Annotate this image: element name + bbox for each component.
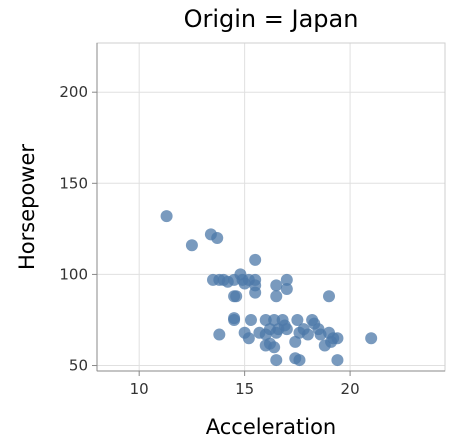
data-point bbox=[280, 273, 293, 286]
data-point bbox=[249, 253, 262, 266]
data-point bbox=[270, 279, 283, 292]
x-tick-label: 10 bbox=[130, 380, 149, 398]
data-point bbox=[325, 335, 338, 348]
data-point bbox=[160, 210, 173, 223]
data-point bbox=[268, 313, 281, 326]
data-point bbox=[331, 354, 344, 367]
data-point bbox=[242, 332, 255, 345]
data-point bbox=[213, 328, 226, 341]
data-point bbox=[365, 332, 378, 345]
data-point bbox=[259, 313, 272, 326]
data-point bbox=[185, 239, 198, 252]
y-axis-title: Horsepower bbox=[15, 144, 39, 270]
axes: 10 15 20 50 100 150 200 bbox=[59, 43, 445, 398]
data-point bbox=[270, 290, 283, 303]
data-point bbox=[289, 335, 302, 348]
data-point bbox=[211, 231, 224, 244]
data-point bbox=[228, 312, 241, 325]
data-point bbox=[244, 313, 257, 326]
y-tick-label: 50 bbox=[69, 357, 88, 375]
data-point bbox=[293, 354, 306, 367]
y-tick-label: 200 bbox=[59, 83, 88, 101]
data-point bbox=[249, 286, 262, 299]
data-point bbox=[270, 354, 283, 367]
y-tick-label: 100 bbox=[59, 265, 88, 283]
x-tick-label: 15 bbox=[235, 380, 254, 398]
y-tick-label: 150 bbox=[59, 174, 88, 192]
data-point bbox=[291, 313, 304, 326]
x-axis-title: Acceleration bbox=[206, 415, 337, 439]
chart-title: Origin = Japan bbox=[184, 5, 359, 33]
data-point bbox=[230, 290, 243, 303]
data-point bbox=[280, 283, 293, 295]
grid bbox=[97, 43, 445, 371]
data-point bbox=[280, 323, 293, 336]
data-points bbox=[160, 210, 378, 367]
data-point bbox=[301, 328, 314, 341]
x-tick-label: 20 bbox=[341, 380, 360, 398]
data-point bbox=[323, 290, 335, 303]
data-point bbox=[268, 341, 281, 354]
